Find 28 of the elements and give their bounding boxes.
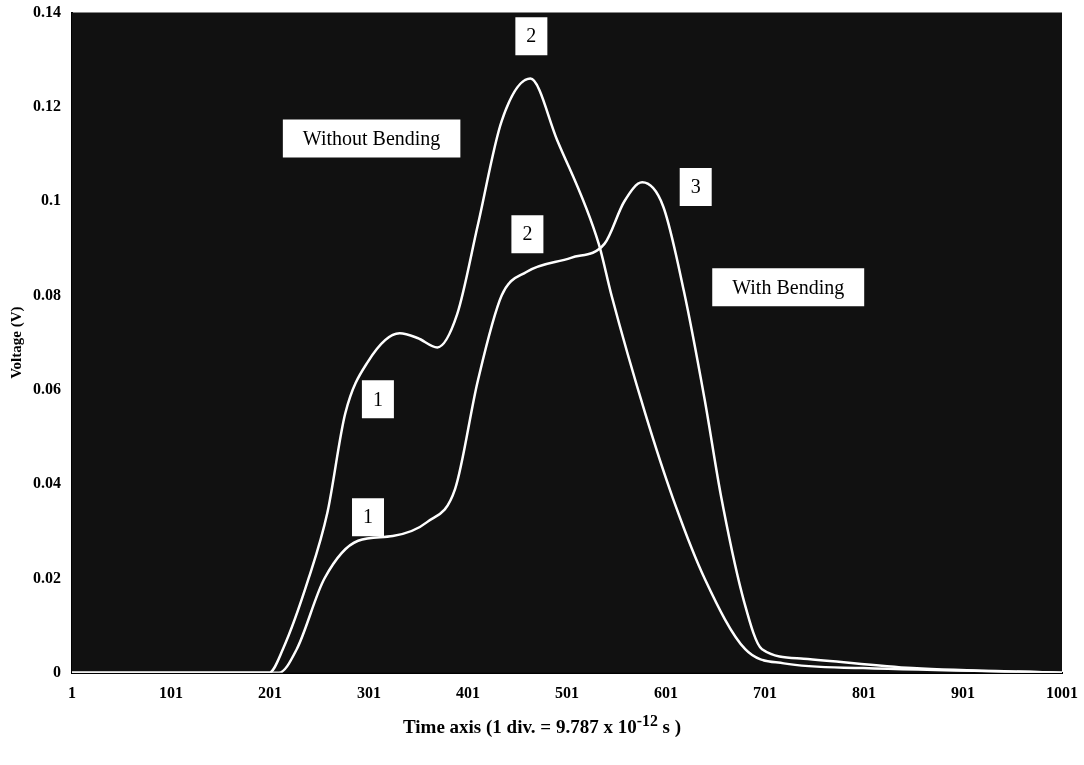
- x-tick-label: 701: [753, 683, 777, 701]
- x-tick-label: 1: [68, 683, 76, 701]
- y-tick-label: 0.06: [33, 380, 61, 397]
- annotation: 1: [363, 505, 374, 528]
- y-tick-label: 0: [53, 662, 61, 680]
- y-tick-label: 0.02: [33, 568, 61, 586]
- annotation: 3: [690, 175, 701, 198]
- annotation: 2: [526, 24, 537, 47]
- y-tick-label: 0.1: [41, 191, 61, 209]
- x-tick-label: 101: [159, 683, 183, 701]
- y-tick-label: 0.04: [33, 474, 61, 492]
- x-tick-label: 201: [258, 683, 282, 701]
- text: Without Bending: [302, 126, 441, 150]
- y-tick-label: 0.08: [33, 285, 61, 303]
- text: With Bending: [732, 275, 845, 299]
- annotation: 2: [522, 222, 533, 245]
- y-tick-label: 0.12: [33, 97, 61, 115]
- y-axis-title: Voltage (V): [7, 306, 25, 379]
- x-tick-label: 401: [456, 683, 480, 701]
- annotation: 1: [372, 387, 383, 410]
- x-tick-label: 901: [951, 683, 975, 701]
- x-tick-label: 301: [357, 683, 381, 701]
- x-axis-title: Time axis (1 div. = 9.787 x 10$^{-12}$ s ): [401, 712, 683, 739]
- x-tick-label: 1001: [1046, 683, 1078, 701]
- x-tick-label: 501: [555, 683, 579, 701]
- y-tick-label: 0.14: [33, 2, 61, 20]
- x-tick-label: 801: [852, 683, 876, 701]
- x-tick-label: 601: [654, 683, 678, 701]
